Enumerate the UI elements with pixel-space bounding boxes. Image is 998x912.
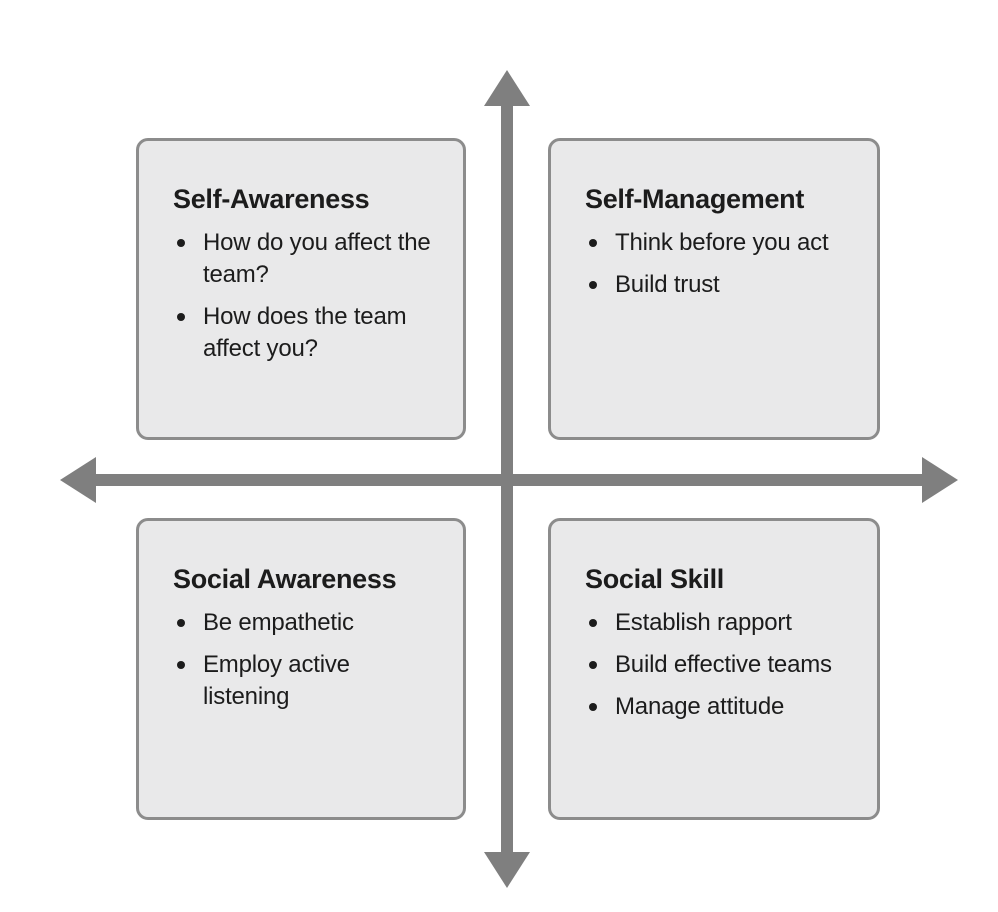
axis-arrow-left [60,457,96,503]
quadrant-title: Social Skill [585,564,724,594]
quadrant-title: Social Awareness [173,564,397,594]
vertical-axis-line [501,100,513,860]
bullet-item: Think before you act [585,227,855,259]
quadrant-self-awareness: Self-Awareness How do you affect the tea… [136,138,466,440]
quadrant-social-awareness: Social Awareness Be empathetic Employ ac… [136,518,466,820]
bullet-item: How does the team affect you? [173,301,441,365]
bullet-item: Build trust [585,269,855,301]
bullet-item: Establish rapport [585,607,855,639]
bullet-item: Build effective teams [585,649,855,681]
bullet-item: Employ active listening [173,649,441,713]
quadrant-title: Self-Awareness [173,184,370,214]
axis-arrow-up [484,70,530,106]
bullet-item: Be empathetic [173,607,441,639]
quadrant-bullet-list: Establish rapport Build effective teams … [585,607,855,723]
quadrant-bullet-list: How do you affect the team? How does the… [173,227,441,365]
quadrant-self-management: Self-Management Think before you act Bui… [548,138,880,440]
bullet-item: How do you affect the team? [173,227,441,291]
quadrant-social-skill: Social Skill Establish rapport Build eff… [548,518,880,820]
quadrant-bullet-list: Be empathetic Employ active listening [173,607,441,713]
quadrant-title: Self-Management [585,184,805,214]
axis-arrow-down [484,852,530,888]
bullet-item: Manage attitude [585,691,855,723]
axis-arrow-right [922,457,958,503]
quadrant-bullet-list: Think before you act Build trust [585,227,855,301]
